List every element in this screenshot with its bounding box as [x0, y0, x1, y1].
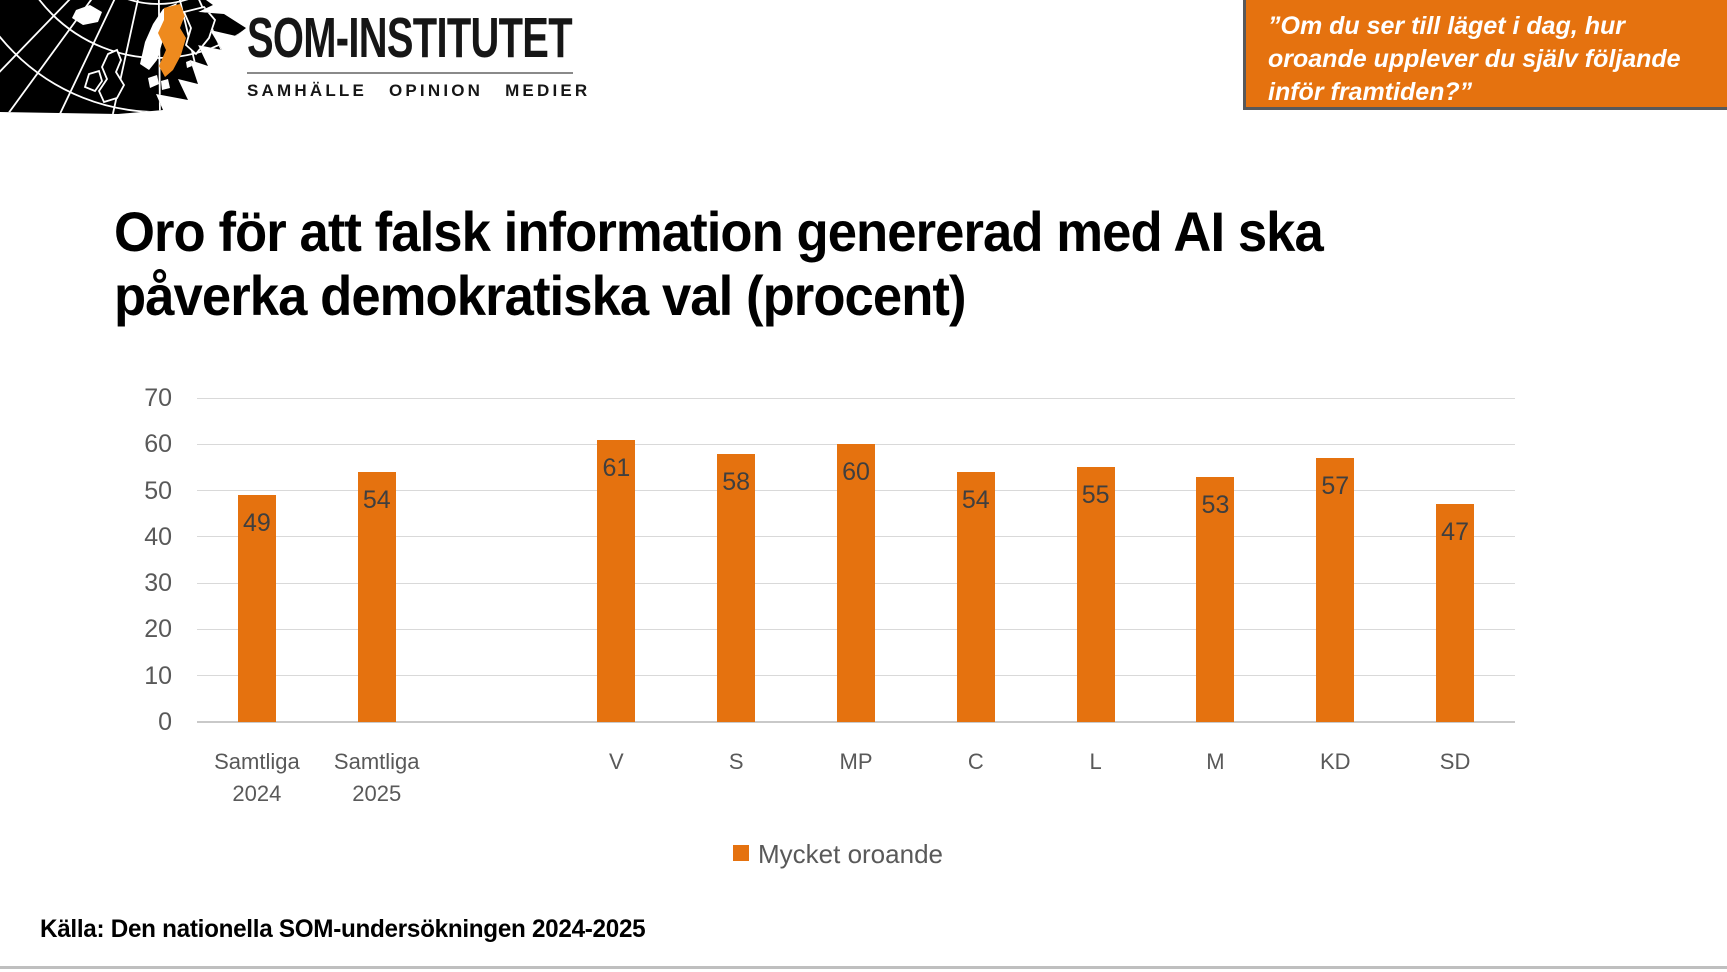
logo-subtitle: SAMHÄLLE OPINION MEDIER — [247, 81, 591, 100]
logo-divider — [247, 72, 573, 74]
gridline-y0 — [197, 721, 1515, 723]
bar-value-v: 61 — [602, 453, 631, 482]
y-axis-tick-20: 20 — [144, 615, 172, 644]
question-box: ”Om du ser till läget i dag, hur oroande… — [1243, 0, 1727, 110]
bar-m — [1196, 476, 1235, 722]
legend-label: Mycket oroande — [758, 839, 943, 869]
y-axis-tick-30: 30 — [144, 569, 172, 598]
bar-l — [1076, 467, 1115, 722]
bar-samtliga-2025 — [357, 472, 396, 722]
chart-legend: Mycket oroande — [733, 838, 943, 870]
som-globe-map-icon — [0, 0, 246, 114]
sweden-shape — [158, 4, 186, 77]
x-axis-label-v: V — [609, 749, 624, 774]
x-axis-label-l: L — [1089, 749, 1102, 774]
logo-name: SOM-INSTITUTET — [247, 6, 573, 70]
x-axis-label-samtliga-2025: Samtliga 2025 — [333, 749, 420, 806]
y-axis-tick-0: 0 — [158, 708, 172, 736]
y-axis-tick-10: 10 — [144, 661, 172, 690]
question-text: ”Om du ser till läget i dag, hur oroande… — [1268, 12, 1681, 106]
bar-v — [597, 439, 636, 722]
bar-value-sd: 47 — [1441, 518, 1469, 547]
bar-value-samtliga-2025: 54 — [362, 486, 391, 515]
y-axis-tick-50: 50 — [144, 476, 172, 505]
chart-title-line1: Oro för att falsk information genererad … — [114, 200, 1324, 263]
bar-samtliga-2024 — [237, 495, 276, 722]
x-axis-label-c: C — [967, 749, 984, 774]
x-axis-label-samtliga-2024: Samtliga 2024 — [214, 749, 300, 806]
bar-s — [717, 453, 756, 722]
x-axis-label-mp: MP — [839, 749, 873, 774]
chart-title-line2: påverka demokratiska val (procent) — [114, 264, 967, 327]
x-axis-label-s: S — [728, 749, 744, 774]
bar-value-mp: 60 — [842, 458, 870, 487]
y-axis-tick-60: 60 — [144, 430, 172, 459]
legend-swatch — [733, 845, 749, 861]
bar-kd — [1316, 458, 1355, 722]
slide-bottom-rule — [0, 966, 1727, 969]
x-axis-label-m: M — [1206, 749, 1225, 774]
bar-sd — [1436, 504, 1475, 722]
source-note: Källa: Den nationella SOM-undersökningen… — [40, 915, 646, 943]
chart-title: Oro för att falsk information genererad … — [114, 200, 1430, 328]
bar-mp — [837, 444, 875, 722]
bar-value-kd: 57 — [1321, 472, 1350, 501]
y-axis-tick-40: 40 — [144, 522, 172, 551]
bar-value-m: 53 — [1201, 490, 1230, 519]
x-axis-label-sd: SD — [1439, 749, 1471, 774]
bar-value-l: 55 — [1081, 481, 1110, 510]
y-axis-tick-70: 70 — [144, 384, 172, 412]
gridline-y70 — [197, 397, 1515, 399]
x-axis-label-kd: KD — [1319, 749, 1351, 774]
bar-value-c: 54 — [961, 486, 990, 515]
bar-c — [956, 472, 995, 722]
bar-value-samtliga-2024: 49 — [243, 509, 271, 538]
som-logo: SOM-INSTITUTET SAMHÄLLE OPINION MEDIER — [247, 6, 591, 101]
bar-value-s: 58 — [722, 467, 751, 496]
